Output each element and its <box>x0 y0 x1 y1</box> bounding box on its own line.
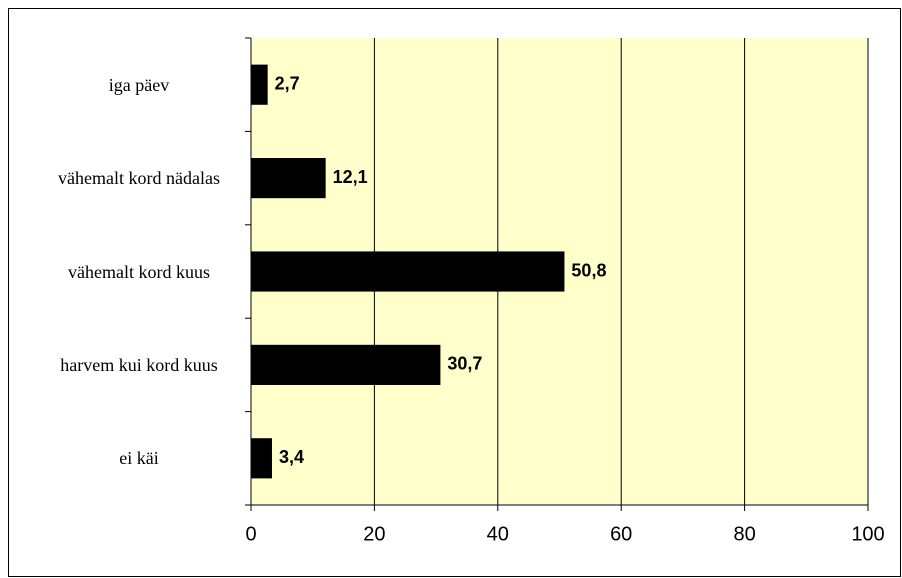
y-tick-label: iga päev <box>108 74 170 95</box>
y-tick-label: ei käi <box>119 448 159 469</box>
x-tick-label: 100 <box>851 523 884 545</box>
data-label: 50,8 <box>571 260 606 280</box>
y-tick-label: harvem kui kord kuus <box>60 354 218 375</box>
x-tick-label: 20 <box>363 523 385 545</box>
x-tick-label: 40 <box>487 523 509 545</box>
data-label: 30,7 <box>447 354 482 374</box>
x-tick-label: 0 <box>245 523 256 545</box>
data-label: 2,7 <box>275 73 300 93</box>
data-label: 12,1 <box>333 167 368 187</box>
bar <box>251 438 272 479</box>
y-tick-label: vähemalt kord kuus <box>68 261 210 282</box>
bar <box>251 64 268 105</box>
bar <box>251 158 326 199</box>
data-label: 3,4 <box>279 447 304 467</box>
y-tick-label: vähemalt kord nädalas <box>58 168 220 189</box>
x-tick-label: 60 <box>610 523 632 545</box>
bar <box>251 344 441 385</box>
bar <box>251 251 565 292</box>
x-tick-label: 80 <box>733 523 755 545</box>
